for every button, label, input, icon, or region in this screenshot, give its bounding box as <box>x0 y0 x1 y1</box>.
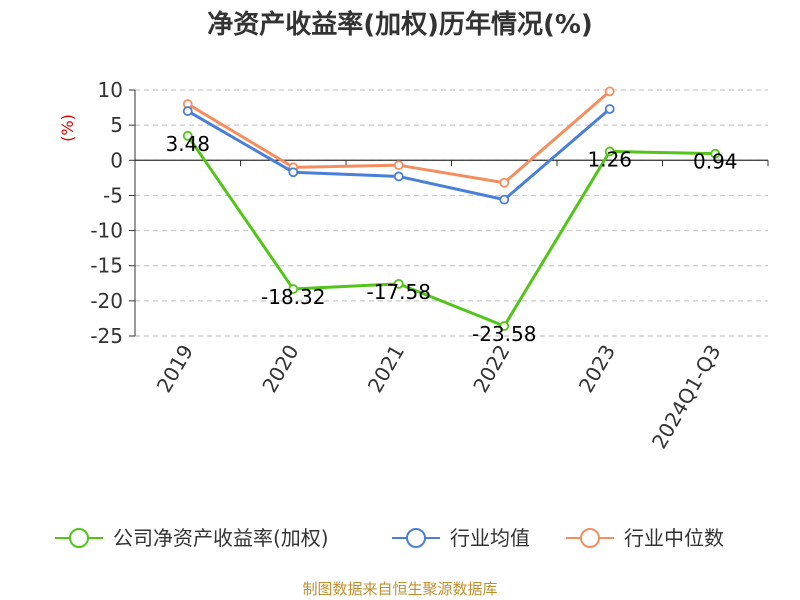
data-point-median <box>393 160 404 171</box>
data-label: -18.32 <box>261 285 325 309</box>
y-tick-label: 0 <box>110 148 123 172</box>
data-point-average <box>499 194 510 205</box>
legend: 公司净资产收益率(加权) 行业均值 行业中位数 <box>55 526 724 550</box>
data-point-company <box>604 146 615 157</box>
data-point-company <box>710 148 721 159</box>
x-tick-label: 2020 <box>257 341 303 397</box>
data-labels: 3.48 -18.32 -17.58 -23.58 1.26 0.94 <box>165 132 737 346</box>
data-point-average <box>182 106 193 116</box>
legend-swatch-marker <box>580 528 600 548</box>
chart-title: 净资产收益率(加权)历年情况(%) <box>207 9 593 40</box>
data-point-company <box>288 284 299 294</box>
series-lines <box>182 86 721 331</box>
data-point-median <box>604 86 615 97</box>
x-tick-label: 2021 <box>363 341 409 397</box>
y-axis-label: (%) <box>58 114 77 142</box>
source-note: 制图数据来自恒生聚源数据库 <box>302 580 497 598</box>
data-point-average <box>288 167 299 178</box>
legend-label: 公司净资产收益率(加权) <box>113 526 329 550</box>
data-label: 3.48 <box>165 132 210 156</box>
legend-swatch-marker <box>406 528 426 548</box>
x-tick-label: 2023 <box>574 341 620 397</box>
data-point-company <box>499 321 510 331</box>
data-point-average <box>393 171 404 182</box>
data-label: -23.58 <box>472 322 536 346</box>
y-tick-label: -5 <box>103 183 123 207</box>
legend-label: 行业均值 <box>450 526 530 550</box>
data-point-average <box>604 104 615 114</box>
legend-swatch-marker <box>69 528 89 548</box>
series-line-company <box>186 134 716 328</box>
y-tick-label: -25 <box>90 324 123 348</box>
y-tick-label: 5 <box>110 113 123 137</box>
series-line-average <box>186 107 611 202</box>
grid-lines <box>135 89 768 337</box>
y-tick-label: 10 <box>98 78 123 102</box>
y-tick-label: -15 <box>90 254 123 278</box>
data-point-median <box>499 177 510 188</box>
x-tick-label: 2019 <box>152 341 198 397</box>
data-point-company <box>393 278 404 289</box>
x-tick-label: 2024Q1-Q3 <box>647 341 726 453</box>
data-label: 1.26 <box>587 147 632 171</box>
data-point-company <box>182 130 193 141</box>
data-label: 0.94 <box>693 150 738 174</box>
y-tick-label: -10 <box>90 219 123 243</box>
data-label: -17.58 <box>367 280 431 304</box>
legend-label: 行业中位数 <box>624 526 724 550</box>
y-tick-label: -20 <box>90 289 123 313</box>
x-tick-label: 2022 <box>468 341 514 397</box>
